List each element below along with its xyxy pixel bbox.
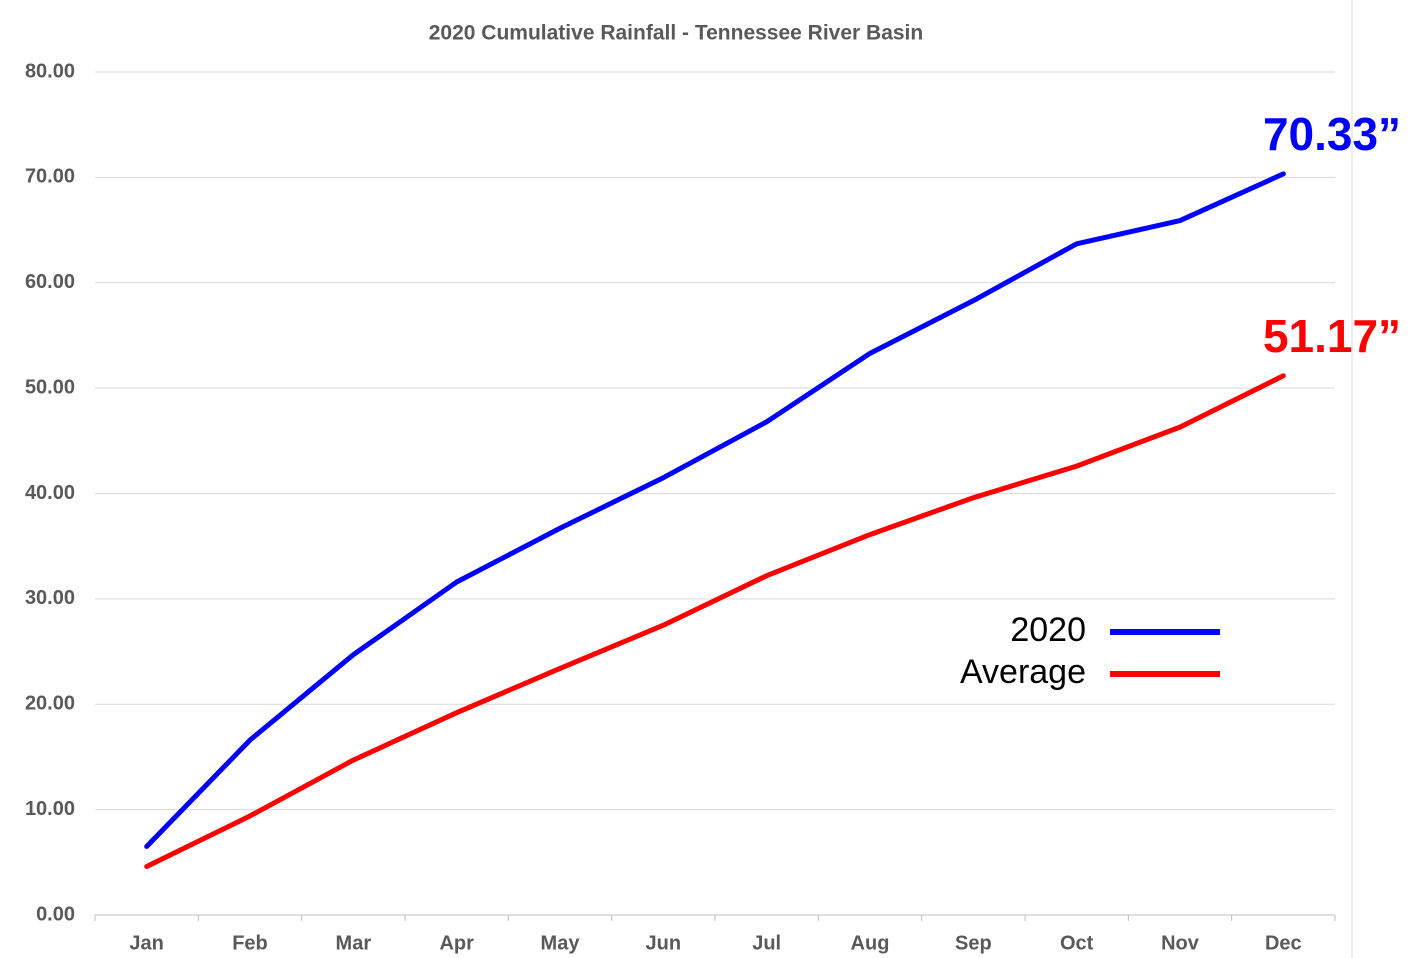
chart-title: 2020 Cumulative Rainfall - Tennessee Riv… bbox=[429, 22, 923, 45]
x-tick-label: Feb bbox=[232, 932, 268, 954]
x-tick-label: Jan bbox=[129, 932, 163, 954]
value-label: 70.33” bbox=[1263, 108, 1401, 160]
y-tick-label: 50.00 bbox=[25, 376, 75, 398]
x-tick-label: Sep bbox=[955, 932, 992, 954]
x-tick-label: Apr bbox=[439, 932, 474, 954]
y-tick-label: 20.00 bbox=[25, 693, 75, 715]
series-line bbox=[144, 171, 1286, 850]
legend-label: 2020 bbox=[1010, 611, 1086, 649]
series-line bbox=[144, 373, 1286, 870]
y-tick-label: 0.00 bbox=[36, 903, 75, 925]
x-tick-label: Jun bbox=[646, 932, 682, 954]
y-tick-label: 10.00 bbox=[25, 798, 75, 820]
x-tick-label: Dec bbox=[1265, 932, 1302, 954]
x-tick-label: Oct bbox=[1060, 932, 1094, 954]
x-tick-label: Aug bbox=[851, 932, 890, 954]
legend-label: Average bbox=[960, 653, 1086, 691]
x-tick-label: Nov bbox=[1161, 932, 1200, 954]
y-tick-label: 40.00 bbox=[25, 482, 75, 504]
y-tick-label: 70.00 bbox=[25, 166, 75, 188]
value-label: 51.17” bbox=[1263, 310, 1401, 362]
x-tick-label: May bbox=[541, 932, 581, 954]
y-tick-label: 60.00 bbox=[25, 271, 75, 293]
x-tick-label: Jul bbox=[752, 932, 781, 954]
y-tick-label: 30.00 bbox=[25, 587, 75, 609]
y-tick-label: 80.00 bbox=[25, 60, 75, 82]
x-tick-label: Mar bbox=[336, 932, 372, 954]
